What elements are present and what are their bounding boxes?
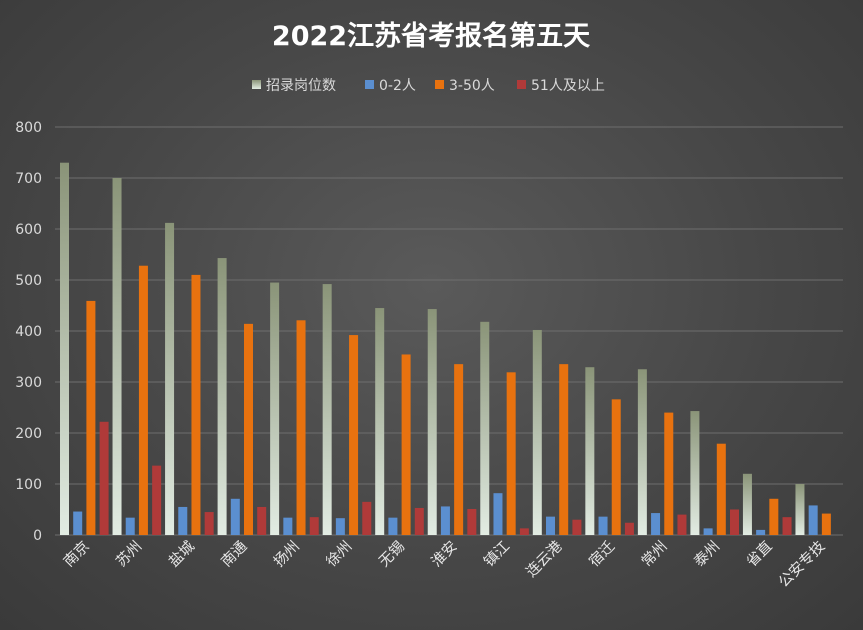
bar-count-3-50 (664, 412, 674, 535)
bar-positions (270, 282, 280, 535)
bar-count-51-plus (99, 421, 109, 535)
y-tick-label: 400 (15, 324, 42, 340)
y-tick-label: 100 (15, 477, 42, 493)
bar-count-0-2 (546, 516, 555, 535)
x-category-label: 南通 (218, 537, 251, 570)
bar-count-3-50 (86, 300, 96, 535)
bar-count-0-2 (178, 506, 188, 535)
legend-label: 3-50人 (449, 78, 495, 94)
x-category-label: 淮安 (428, 538, 461, 571)
bar-positions (637, 369, 647, 535)
bar-count-51-plus (467, 508, 477, 535)
bar-positions (480, 321, 490, 535)
bar-count-3-50 (349, 335, 359, 535)
bar-count-3-50 (611, 399, 621, 535)
y-tick-label: 0 (33, 528, 42, 544)
bar-count-0-2 (703, 528, 713, 535)
y-axis-ticks: 0 100 200 300 400 500 600 700 800 (15, 120, 42, 544)
bar-positions (742, 473, 752, 535)
x-category-label: 连云港 (523, 537, 566, 580)
bar-count-3-50 (296, 320, 306, 535)
x-category-label: 省直 (743, 538, 776, 571)
bar-count-0-2 (651, 513, 661, 535)
bar-positions (532, 329, 542, 535)
x-category-label: 苏州 (113, 538, 146, 571)
bar-count-0-2 (598, 516, 608, 535)
legend-swatch (252, 80, 261, 89)
x-category-label: 宿迁 (586, 538, 619, 571)
bar-count-3-50 (769, 498, 779, 535)
legend-swatch (435, 80, 444, 89)
y-tick-label: 500 (15, 273, 42, 289)
bar-count-51-plus (730, 509, 739, 535)
bar-count-0-2 (283, 517, 293, 535)
bars (60, 162, 831, 535)
bar-count-51-plus (152, 465, 162, 535)
x-category-label: 常州 (638, 538, 671, 571)
bar-count-3-50 (821, 513, 831, 535)
bar-count-0-2 (73, 511, 83, 535)
bar-count-51-plus (257, 506, 267, 535)
legend-label: 51人及以上 (531, 78, 605, 94)
x-category-label: 无锡 (376, 538, 409, 571)
x-category-label: 盐城 (165, 537, 198, 570)
bar-count-51-plus (519, 528, 529, 535)
bar-positions (375, 308, 385, 535)
bar-positions (217, 258, 227, 535)
bar-count-51-plus (414, 507, 424, 535)
legend-label: 0-2人 (379, 78, 416, 94)
bar-count-3-50 (138, 265, 148, 535)
bar-positions (112, 178, 122, 535)
y-tick-label: 600 (15, 222, 42, 238)
bar-count-0-2 (125, 517, 135, 535)
bar-count-0-2 (808, 505, 818, 535)
bar-positions (795, 484, 805, 535)
x-category-label: 镇江 (481, 538, 514, 571)
bar-count-51-plus (677, 514, 687, 535)
x-category-label: 公安专技 (775, 538, 828, 591)
bar-positions (585, 367, 595, 535)
bar-count-51-plus (782, 517, 792, 535)
bar-count-51-plus (362, 501, 372, 535)
gridlines (55, 126, 843, 536)
bar-count-0-2 (756, 529, 766, 535)
x-category-label: 扬州 (270, 538, 303, 571)
legend-swatch (365, 80, 374, 89)
bar-count-3-50 (191, 274, 201, 535)
bar-positions (322, 284, 332, 535)
bar-count-3-50 (401, 354, 411, 535)
y-tick-label: 300 (15, 375, 42, 391)
bar-count-0-2 (388, 517, 398, 535)
bar-positions (60, 162, 69, 535)
y-tick-label: 700 (15, 171, 42, 187)
bar-count-3-50 (244, 323, 253, 535)
bar-count-0-2 (493, 493, 503, 535)
bar-positions (427, 309, 437, 535)
legend: 招录岗位数 0-2人 3-50人 51人及以上 (252, 78, 605, 94)
bar-count-3-50 (506, 372, 516, 535)
x-category-label: 徐州 (323, 538, 356, 571)
x-category-label: 南京 (60, 538, 93, 571)
chart-title: 2022江苏省考报名第五天 (272, 20, 590, 52)
bar-count-0-2 (335, 518, 345, 535)
bar-count-0-2 (440, 506, 450, 535)
bar-positions (690, 411, 700, 535)
bar-count-3-50 (559, 364, 569, 535)
y-tick-label: 800 (15, 120, 42, 136)
legend-swatch (517, 80, 526, 89)
bar-count-51-plus (309, 517, 319, 535)
legend-label: 招录岗位数 (266, 78, 336, 94)
bar-count-51-plus (572, 519, 582, 535)
x-axis-labels: 南京 苏州 盐城 南通 扬州 徐州 无锡 淮安 镇江 连云港 宿迁 常州 泰州 省直 公安专技 (60, 537, 828, 590)
y-tick-label: 200 (15, 426, 42, 442)
x-category-label: 泰州 (691, 538, 724, 571)
bar-count-3-50 (454, 364, 464, 535)
bar-positions (165, 222, 175, 535)
bar-count-51-plus (624, 522, 634, 535)
bar-count-0-2 (230, 498, 240, 535)
bar-count-3-50 (716, 443, 726, 535)
bar-count-51-plus (204, 512, 214, 535)
